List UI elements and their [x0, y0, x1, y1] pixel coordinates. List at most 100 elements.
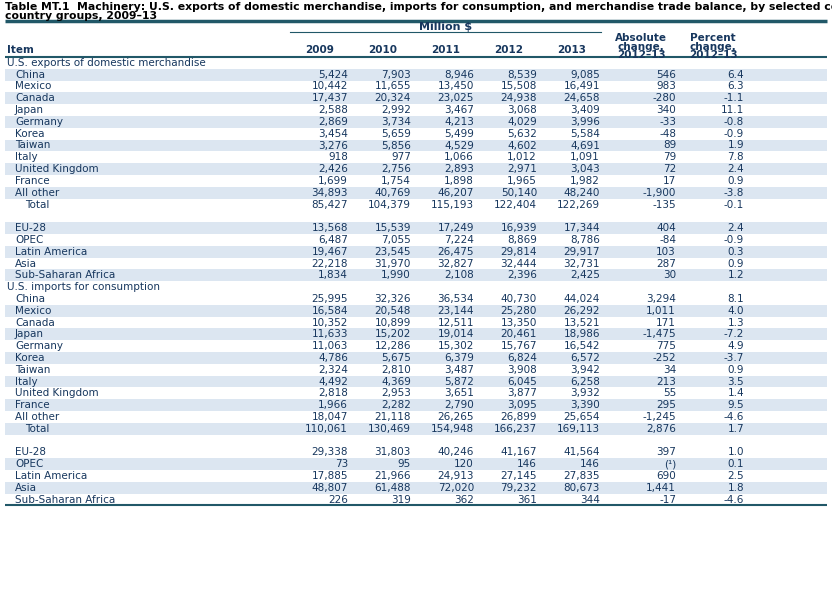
Text: OPEC: OPEC: [15, 459, 43, 469]
Text: 17,437: 17,437: [311, 93, 348, 103]
Text: 115,193: 115,193: [431, 200, 474, 210]
Text: -1,475: -1,475: [642, 329, 676, 339]
Text: China: China: [15, 294, 45, 304]
Text: 6,045: 6,045: [508, 377, 537, 387]
Text: Taiwan: Taiwan: [15, 365, 51, 375]
Text: 340: 340: [656, 105, 676, 115]
Text: -4.6: -4.6: [724, 494, 744, 504]
Text: -3.8: -3.8: [724, 188, 744, 198]
Text: 361: 361: [518, 494, 537, 504]
Bar: [5, 305, 827, 317]
Text: Canada: Canada: [15, 318, 55, 327]
Bar: [5, 328, 827, 340]
Text: 24,938: 24,938: [501, 93, 537, 103]
Text: 6,487: 6,487: [318, 235, 348, 245]
Text: 1.3: 1.3: [727, 318, 744, 327]
Bar: [5, 116, 827, 128]
Bar: [5, 411, 827, 423]
Text: 6,379: 6,379: [444, 353, 474, 363]
Text: -1,245: -1,245: [642, 412, 676, 422]
Text: 2,396: 2,396: [508, 270, 537, 280]
Text: 18,986: 18,986: [563, 329, 600, 339]
Text: Taiwan: Taiwan: [15, 141, 51, 150]
Text: 3,877: 3,877: [508, 388, 537, 399]
Text: 2,810: 2,810: [381, 365, 411, 375]
Text: 22,218: 22,218: [311, 258, 348, 268]
Bar: [5, 399, 827, 411]
Text: 11,633: 11,633: [311, 329, 348, 339]
Text: Absolute: Absolute: [615, 33, 667, 43]
Text: 72: 72: [663, 164, 676, 174]
Text: 61,488: 61,488: [374, 483, 411, 492]
Text: Asia: Asia: [15, 258, 37, 268]
Text: 12,511: 12,511: [438, 318, 474, 327]
Text: 27,145: 27,145: [501, 471, 537, 481]
Text: 95: 95: [398, 459, 411, 469]
Text: 4,492: 4,492: [318, 377, 348, 387]
Text: 13,521: 13,521: [563, 318, 600, 327]
Text: 2,893: 2,893: [444, 164, 474, 174]
Text: All other: All other: [15, 412, 59, 422]
Bar: [5, 340, 827, 352]
Bar: [5, 104, 827, 116]
Text: 2.5: 2.5: [727, 471, 744, 481]
Text: 21,118: 21,118: [374, 412, 411, 422]
Text: Item: Item: [7, 45, 34, 55]
Text: -1,900: -1,900: [642, 188, 676, 198]
Text: 0.9: 0.9: [727, 176, 744, 186]
Bar: [5, 387, 827, 399]
Text: U.S. exports of domestic merchandise: U.S. exports of domestic merchandise: [7, 58, 206, 68]
Text: France: France: [15, 400, 50, 410]
Text: 1,091: 1,091: [570, 152, 600, 162]
Text: 122,269: 122,269: [557, 200, 600, 210]
Text: 6,258: 6,258: [570, 377, 600, 387]
Text: 13,350: 13,350: [501, 318, 537, 327]
Text: Table MT.1  Machinery: U.S. exports of domestic merchandise, imports for consump: Table MT.1 Machinery: U.S. exports of do…: [5, 2, 832, 12]
Text: 7.8: 7.8: [727, 152, 744, 162]
Text: 8,539: 8,539: [508, 69, 537, 80]
Text: 34,893: 34,893: [311, 188, 348, 198]
Text: 50,140: 50,140: [501, 188, 537, 198]
Text: -0.1: -0.1: [724, 200, 744, 210]
Text: 26,265: 26,265: [438, 412, 474, 422]
Text: 2,971: 2,971: [508, 164, 537, 174]
Text: 1,898: 1,898: [444, 176, 474, 186]
Text: 25,654: 25,654: [563, 412, 600, 422]
Text: 295: 295: [656, 400, 676, 410]
Text: 31,803: 31,803: [374, 447, 411, 457]
Text: 20,548: 20,548: [374, 306, 411, 315]
Text: 9,085: 9,085: [570, 69, 600, 80]
Bar: [5, 69, 827, 81]
Text: -4.6: -4.6: [724, 412, 744, 422]
Text: 5,856: 5,856: [381, 141, 411, 150]
Text: 546: 546: [656, 69, 676, 80]
Text: 6,572: 6,572: [570, 353, 600, 363]
Text: 12,286: 12,286: [374, 341, 411, 351]
Text: 1,012: 1,012: [508, 152, 537, 162]
Text: 2,108: 2,108: [444, 270, 474, 280]
Text: Sub-Saharan Africa: Sub-Saharan Africa: [15, 494, 116, 504]
Text: 11,655: 11,655: [374, 81, 411, 91]
Text: 1,011: 1,011: [646, 306, 676, 315]
Text: 11.1: 11.1: [721, 105, 744, 115]
Text: 1,966: 1,966: [318, 400, 348, 410]
Text: 1,441: 1,441: [646, 483, 676, 492]
Bar: [5, 210, 827, 222]
Text: 30: 30: [663, 270, 676, 280]
Text: China: China: [15, 69, 45, 80]
Text: 2,876: 2,876: [646, 424, 676, 434]
Text: 2,992: 2,992: [381, 105, 411, 115]
Text: 2.4: 2.4: [727, 164, 744, 174]
Text: 32,731: 32,731: [563, 258, 600, 268]
Text: 154,948: 154,948: [431, 424, 474, 434]
Text: 10,442: 10,442: [312, 81, 348, 91]
Text: 1,754: 1,754: [381, 176, 411, 186]
Text: 16,939: 16,939: [501, 223, 537, 233]
Text: 8,869: 8,869: [508, 235, 537, 245]
Bar: [5, 470, 827, 482]
Text: 2,790: 2,790: [444, 400, 474, 410]
Text: 2012–13: 2012–13: [617, 50, 666, 60]
Text: 9.5: 9.5: [727, 400, 744, 410]
Text: -84: -84: [659, 235, 676, 245]
Bar: [5, 447, 827, 458]
